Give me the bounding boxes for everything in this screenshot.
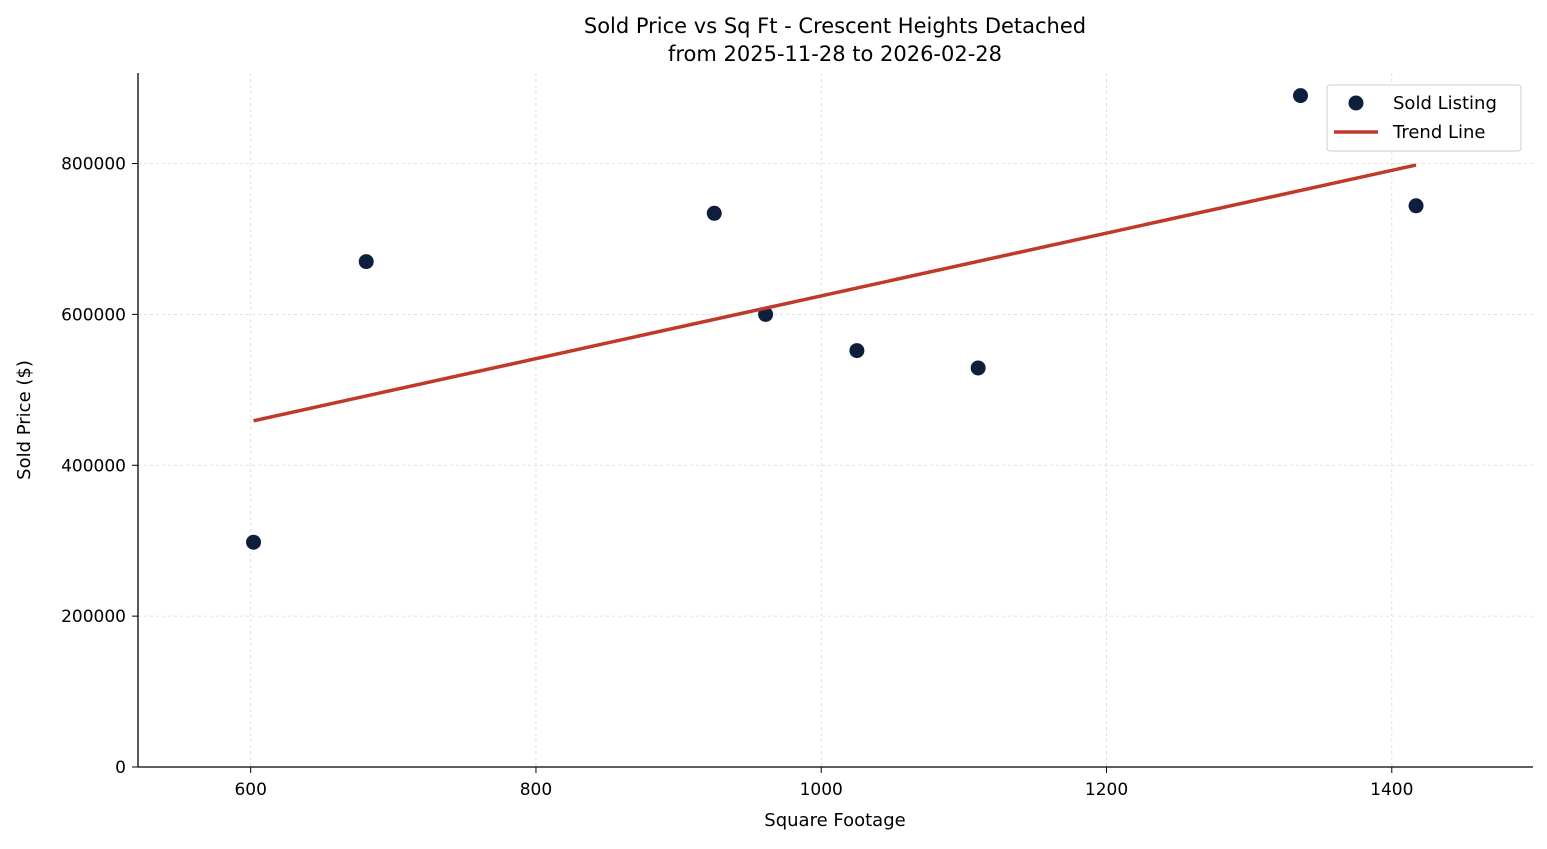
y-tick-label: 600000 bbox=[61, 305, 126, 325]
grid bbox=[138, 73, 1533, 768]
x-tick-label: 1000 bbox=[800, 780, 843, 800]
chart-subtitle: from 2025-11-28 to 2026-02-28 bbox=[668, 42, 1002, 66]
data-point bbox=[1293, 88, 1308, 104]
data-point bbox=[358, 254, 374, 270]
axes: 600 800 1000 1200 1400 0 200000 400000 600000 800… bbox=[61, 73, 1533, 800]
x-tick-label: 1400 bbox=[1370, 780, 1413, 800]
x-axis-label: Square Footage bbox=[764, 810, 905, 831]
legend-box bbox=[1326, 84, 1522, 152]
legend-marker-swatch bbox=[1348, 95, 1364, 111]
y-tick-label: 400000 bbox=[61, 456, 126, 476]
x-tick-label: 1200 bbox=[1085, 780, 1128, 800]
y-axis-label: Sold Price ($) bbox=[14, 360, 35, 480]
x-tick-label: 600 bbox=[234, 780, 266, 800]
data-point bbox=[849, 343, 865, 359]
plot-area bbox=[246, 88, 1424, 550]
legend: Sold Listing Trend Line bbox=[1326, 84, 1522, 152]
y-tick-label: 800000 bbox=[61, 155, 126, 175]
x-tick-label: 800 bbox=[520, 780, 552, 800]
data-point bbox=[706, 205, 722, 221]
data-point bbox=[246, 534, 262, 550]
legend-label: Trend Line bbox=[1392, 122, 1486, 143]
y-tick-label: 0 bbox=[115, 758, 126, 778]
trend-line bbox=[253, 163, 1417, 423]
y-tick-label: 200000 bbox=[61, 607, 126, 627]
legend-label: Sold Listing bbox=[1393, 93, 1497, 114]
data-point bbox=[1408, 198, 1424, 214]
data-point bbox=[970, 360, 986, 376]
chart-title: Sold Price vs Sq Ft - Crescent Heights D… bbox=[584, 14, 1086, 38]
